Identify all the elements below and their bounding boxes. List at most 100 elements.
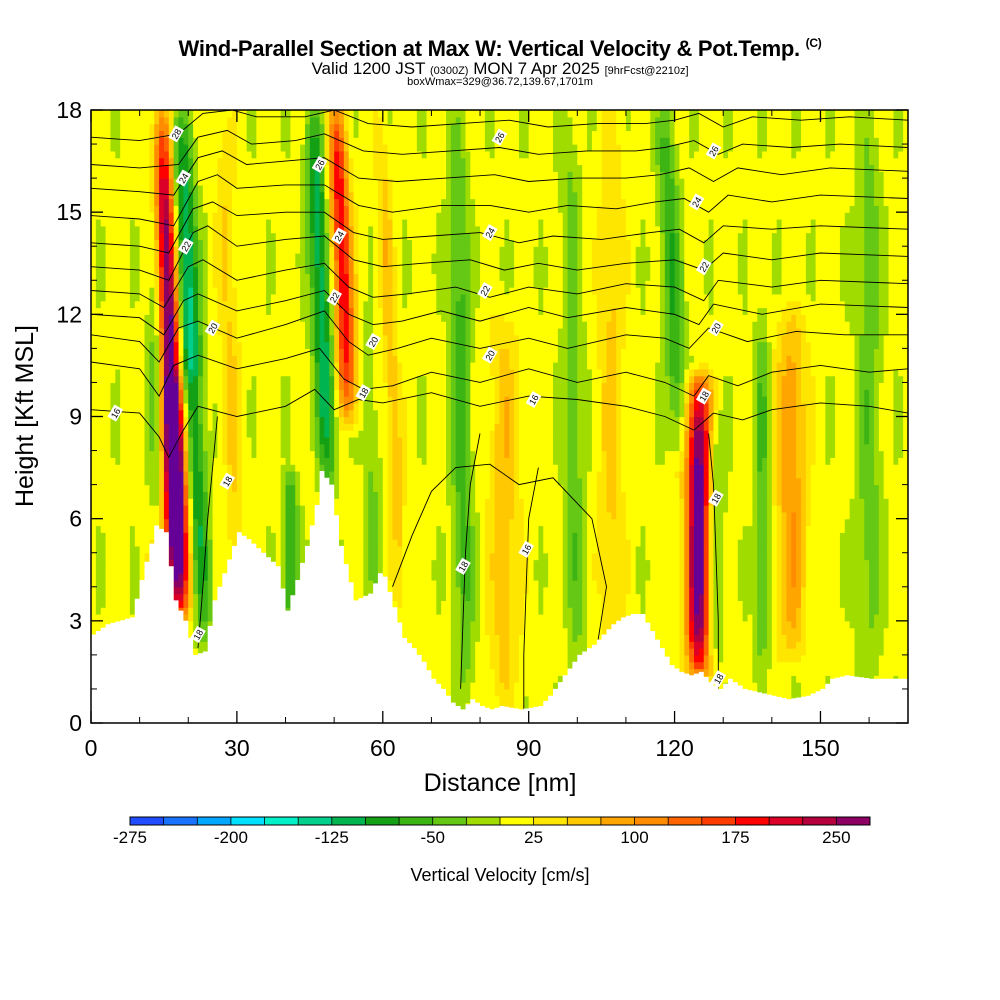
velocity-cell	[650, 539, 656, 547]
velocity-cell	[421, 539, 428, 547]
velocity-cell	[125, 539, 131, 547]
velocity-cell	[611, 600, 617, 608]
velocity-cell	[621, 579, 627, 588]
velocity-cell	[120, 532, 126, 540]
velocity-cell	[460, 545, 467, 554]
velocity-cell	[820, 661, 826, 670]
velocity-cell	[518, 539, 525, 547]
velocity-cell	[246, 525, 253, 533]
velocity-cell	[548, 675, 554, 683]
velocity-cell	[669, 654, 676, 663]
velocity-cell	[762, 579, 768, 588]
velocity-cell	[723, 607, 729, 615]
velocity-cell	[742, 607, 749, 615]
velocity-cell	[708, 661, 715, 670]
velocity-cell	[625, 539, 632, 547]
velocity-cell	[703, 586, 710, 595]
velocity-cell	[441, 648, 447, 656]
velocity-cell	[193, 641, 199, 649]
velocity-cell	[134, 559, 141, 567]
velocity-cell	[514, 600, 520, 608]
velocity-cell	[825, 552, 831, 561]
velocity-cell	[820, 634, 826, 642]
velocity-cell	[115, 586, 121, 595]
velocity-cell	[801, 627, 807, 636]
velocity-cell	[650, 593, 656, 601]
velocity-cell	[300, 525, 306, 533]
velocity-cell	[222, 559, 228, 567]
velocity-cell	[129, 607, 136, 615]
velocity-cell	[95, 579, 102, 588]
velocity-cell	[718, 552, 724, 561]
velocity-cell	[212, 545, 219, 554]
velocity-cell	[888, 559, 895, 567]
velocity-cell	[197, 648, 204, 656]
velocity-cell	[723, 614, 729, 622]
velocity-cell	[494, 634, 501, 642]
velocity-cell	[849, 614, 856, 622]
velocity-cell	[518, 600, 525, 608]
velocity-cell	[280, 545, 287, 554]
velocity-cell	[582, 539, 588, 547]
velocity-cell	[431, 593, 437, 601]
velocity-cell	[713, 614, 719, 622]
velocity-cell	[830, 593, 836, 601]
velocity-cell	[450, 688, 457, 697]
velocity-cell	[552, 566, 559, 574]
velocity-cell	[766, 539, 773, 547]
velocity-cell	[752, 559, 758, 567]
velocity-cell	[698, 627, 705, 636]
velocity-cell	[757, 539, 763, 547]
velocity-cell	[455, 573, 462, 581]
velocity-cell	[679, 620, 685, 629]
velocity-cell	[635, 545, 642, 554]
velocity-cell	[416, 627, 423, 636]
velocity-cell	[844, 620, 851, 629]
velocity-cell	[387, 518, 394, 527]
velocity-cell	[742, 654, 749, 663]
velocity-cell	[207, 532, 214, 540]
velocity-cell	[854, 648, 860, 656]
velocity-cell	[402, 607, 408, 615]
velocity-cell	[494, 607, 501, 615]
velocity-cell	[120, 566, 126, 574]
velocity-cell	[105, 579, 112, 588]
velocity-cell	[489, 545, 496, 554]
velocity-cell	[217, 573, 223, 581]
velocity-cell	[815, 559, 822, 567]
velocity-cell	[854, 634, 860, 642]
velocity-cell	[859, 566, 865, 574]
velocity-cell	[212, 593, 219, 601]
velocity-cell	[110, 525, 116, 533]
velocity-cell	[703, 600, 710, 608]
velocity-cell	[674, 641, 681, 649]
velocity-cell	[635, 539, 642, 547]
velocity-cell	[533, 648, 539, 656]
velocity-cell	[251, 518, 257, 527]
velocity-cell	[577, 614, 583, 622]
velocity-cell	[674, 620, 681, 629]
velocity-cell	[548, 614, 554, 622]
velocity-cell	[470, 620, 476, 629]
velocity-cell	[480, 675, 486, 683]
velocity-cell	[878, 648, 885, 656]
velocity-cell	[499, 620, 505, 629]
velocity-cell	[801, 593, 807, 601]
velocity-cell	[407, 620, 413, 629]
velocity-cell	[441, 641, 447, 649]
velocity-cell	[348, 532, 355, 540]
velocity-cell	[465, 654, 471, 663]
velocity-cell	[659, 525, 666, 533]
velocity-cell	[898, 539, 904, 547]
velocity-cell	[689, 607, 695, 615]
velocity-cell	[475, 607, 481, 615]
velocity-cell	[888, 586, 895, 595]
velocity-cell	[596, 600, 603, 608]
velocity-cell	[489, 627, 496, 636]
velocity-cell	[694, 539, 700, 547]
velocity-cell	[489, 614, 496, 622]
velocity-cell	[587, 539, 593, 547]
velocity-cell	[737, 566, 744, 574]
velocity-cell	[266, 545, 272, 554]
velocity-cell	[771, 648, 778, 656]
